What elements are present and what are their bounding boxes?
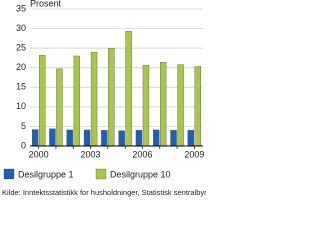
bar (153, 129, 160, 147)
legend-label: Desilgruppe 10 (110, 169, 171, 179)
bar (187, 130, 195, 147)
y-axis-label: Prosent (30, 0, 62, 8)
legend-label: Desilgruppe 1 (18, 169, 74, 179)
y-tick-label: 5 (21, 121, 26, 131)
y-tick-label: 15 (16, 82, 26, 92)
bar (170, 130, 177, 147)
bar (125, 31, 132, 147)
bar (90, 51, 98, 147)
bar (49, 128, 56, 147)
x-tick-label: 2006 (132, 149, 152, 159)
y-tick-label: 25 (16, 43, 26, 53)
source: Kilde: Inntektsstatistikk for husholdnin… (2, 188, 206, 197)
x-tick-label: 2009 (184, 149, 204, 159)
bar (108, 47, 115, 147)
legend-swatch (95, 168, 107, 180)
bar (56, 68, 63, 147)
bar (194, 66, 202, 147)
bar (39, 55, 46, 147)
bar (66, 129, 73, 147)
bar (135, 130, 143, 147)
x-tick-label: 2000 (29, 149, 49, 159)
bar (101, 130, 108, 147)
bar (160, 62, 167, 147)
bar (32, 129, 39, 147)
y-tick-label: 0 (21, 140, 26, 150)
bar (73, 55, 80, 147)
bar (177, 64, 184, 147)
bar (142, 65, 150, 147)
y-tick-label: 35 (16, 3, 26, 13)
y-tick-label: 30 (16, 23, 26, 33)
legend-swatch (3, 168, 15, 180)
chart: Prosent Kilde: Inntektsstatistikk for hu… (2, 0, 206, 197)
x-tick-label: 2003 (81, 149, 101, 159)
y-tick-label: 20 (16, 62, 26, 72)
bar (118, 130, 125, 147)
bar (83, 129, 91, 147)
y-tick-label: 10 (16, 101, 26, 111)
